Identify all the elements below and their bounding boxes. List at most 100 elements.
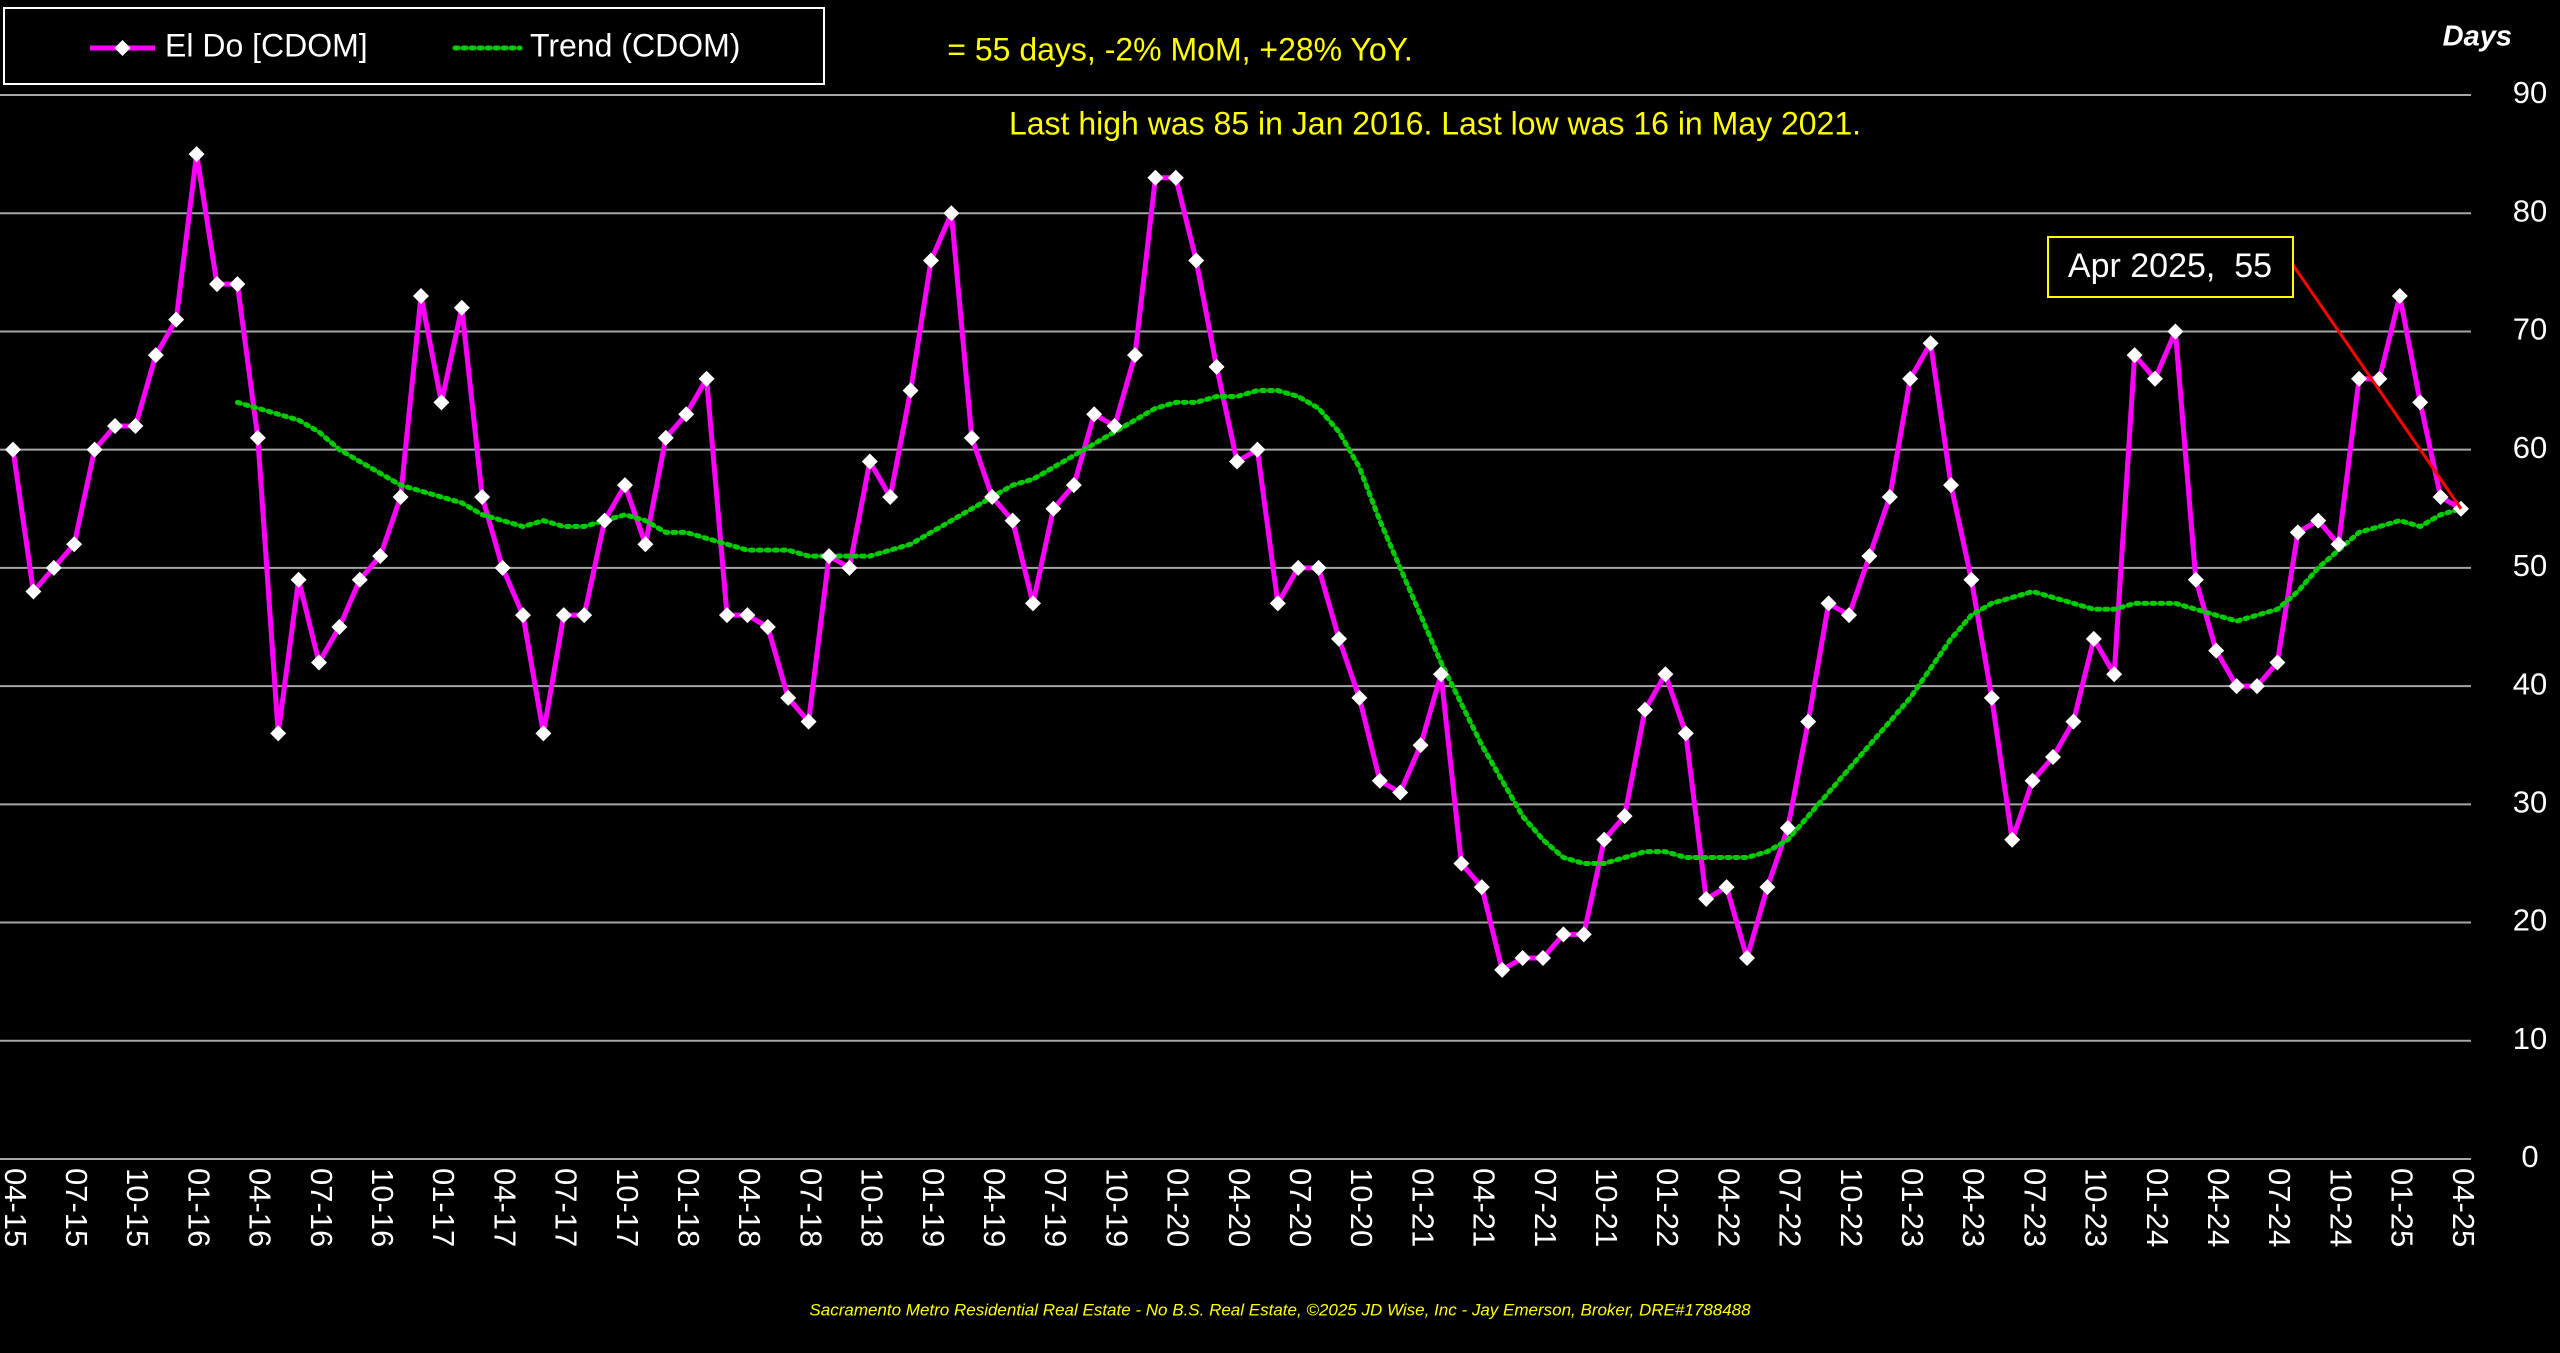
point-marker [902, 382, 919, 399]
point-marker [1127, 347, 1143, 364]
point-marker [657, 429, 674, 446]
point-marker [25, 583, 42, 600]
point-marker [1208, 358, 1225, 375]
point-marker [2187, 571, 2204, 588]
point-marker [1371, 772, 1388, 789]
point-marker [1167, 169, 1184, 186]
footer: Sacramento Metro Residential Real Estate… [809, 1300, 1751, 1319]
point-marker [1331, 630, 1347, 647]
point-marker [719, 607, 735, 624]
point-marker [1820, 595, 1837, 612]
point-marker [2065, 713, 2082, 730]
x-tick-label: 01-17 [426, 1168, 461, 1247]
y-tick-label: 40 [2513, 666, 2547, 701]
x-tick-label: 07-24 [2262, 1168, 2297, 1247]
x-tick-label: 01-16 [181, 1168, 216, 1247]
point-marker [1555, 926, 1572, 943]
point-marker [1943, 477, 1959, 494]
point-marker [943, 205, 960, 222]
x-tick-label: 04-21 [1467, 1168, 1502, 1247]
x-tick-label: 10-24 [2323, 1168, 2358, 1247]
point-marker [1004, 512, 1021, 529]
point-marker [188, 146, 205, 163]
point-marker [372, 548, 389, 565]
point-marker [1229, 453, 1245, 470]
y-tick-label: 30 [2513, 785, 2547, 820]
point-marker [1800, 713, 1817, 730]
y-tick-label: 90 [2513, 75, 2547, 110]
point-marker [1494, 961, 1511, 978]
point-marker [1841, 607, 1857, 624]
x-tick-label: 07-22 [1773, 1168, 1808, 1247]
point-marker [617, 477, 633, 494]
point-marker [1983, 689, 2000, 706]
point-marker [1147, 169, 1164, 186]
point-marker [1188, 252, 1205, 269]
point-marker [963, 429, 980, 446]
x-tick-label: 04-23 [1956, 1168, 1991, 1247]
x-tick-label: 04-22 [1711, 1168, 1746, 1247]
point-marker [1637, 701, 1653, 718]
point-marker [1861, 548, 1878, 565]
y-tick-label: 70 [2513, 312, 2547, 347]
x-tick-label: 10-17 [610, 1168, 645, 1247]
point-marker [535, 725, 552, 742]
point-marker [270, 725, 287, 742]
point-marker [1249, 441, 1266, 458]
chart-subtitle: = 55 days, -2% MoM, +28% YoY. [947, 31, 1412, 67]
x-tick-label: 10-23 [2079, 1168, 2114, 1247]
point-marker [739, 607, 756, 624]
point-marker [1025, 595, 1041, 612]
x-tick-label: 01-24 [2140, 1168, 2175, 1247]
x-tick-label: 04-15 [0, 1168, 33, 1247]
point-marker [821, 548, 837, 565]
x-tick-label: 07-21 [1528, 1168, 1563, 1247]
point-marker [392, 488, 409, 505]
legend-box [3, 7, 825, 85]
point-marker [290, 571, 307, 588]
point-marker [2249, 678, 2265, 695]
point-marker [249, 429, 266, 446]
point-marker [1351, 689, 1368, 706]
point-marker [494, 559, 511, 576]
annotation-box [2047, 236, 2294, 298]
point-marker [351, 571, 368, 588]
point-marker [107, 418, 123, 435]
point-marker [1718, 879, 1735, 896]
x-tick-label: 04-25 [2446, 1168, 2481, 1247]
point-marker [1310, 559, 1327, 576]
x-tick-label: 07-20 [1283, 1168, 1318, 1247]
point-marker [596, 512, 613, 529]
x-tick-label: 10-22 [1834, 1168, 1869, 1247]
x-tick-label: 04-20 [1222, 1168, 1257, 1247]
point-marker [1616, 808, 1633, 825]
point-marker [1698, 890, 1715, 907]
point-marker [2412, 394, 2429, 411]
legend-label: Trend (CDOM) [530, 27, 740, 63]
legend-label: El Do [CDOM] [165, 27, 368, 63]
point-marker [311, 654, 327, 671]
point-marker [1677, 725, 1694, 742]
point-marker [1902, 370, 1919, 387]
point-marker [2269, 654, 2286, 671]
point-marker [759, 619, 776, 635]
y-tick-label: 20 [2513, 903, 2547, 938]
x-tick-label: 10-21 [1589, 1168, 1624, 1247]
point-marker [168, 311, 185, 328]
point-marker [2310, 512, 2327, 529]
x-tick-label: 01-22 [1650, 1168, 1685, 1247]
x-tick-label: 10-18 [855, 1168, 890, 1247]
point-marker [2126, 347, 2143, 364]
point-marker [5, 441, 21, 458]
point-marker [2391, 287, 2408, 304]
point-marker [923, 252, 939, 269]
point-marker [433, 394, 450, 411]
point-marker [86, 441, 103, 458]
x-tick-label: 04-17 [487, 1168, 522, 1247]
point-marker [2289, 524, 2306, 541]
x-tick-label: 07-19 [1038, 1168, 1073, 1247]
x-tick-label: 07-16 [304, 1168, 339, 1247]
point-marker [147, 347, 164, 364]
legend-marker [114, 40, 131, 56]
